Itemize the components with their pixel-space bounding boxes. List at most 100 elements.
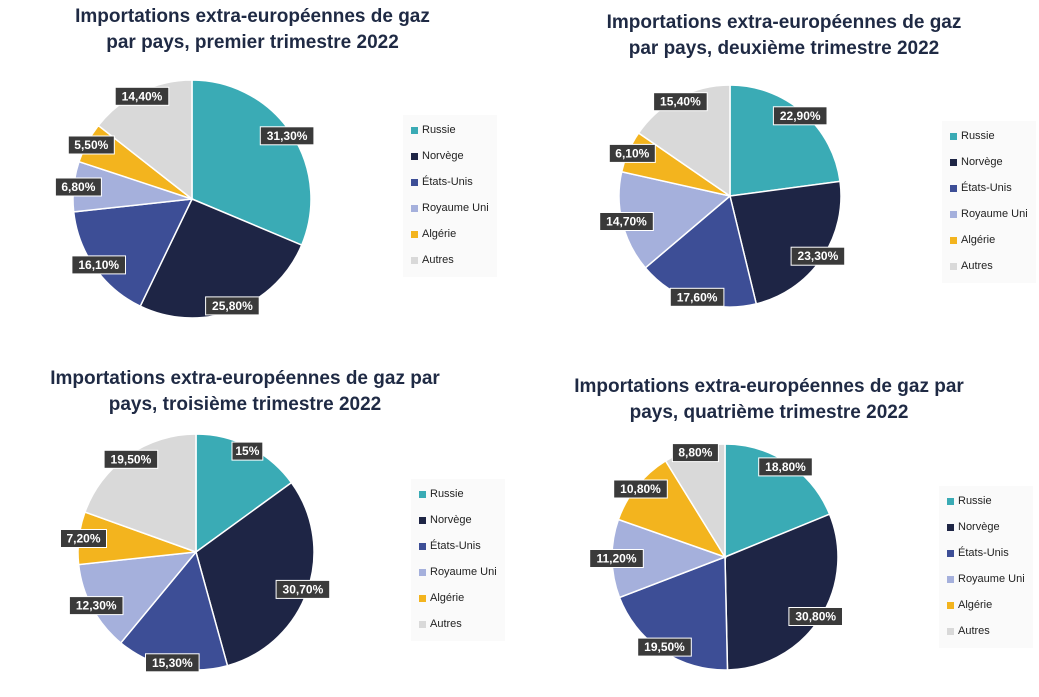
data-label-text: 15,30% <box>152 656 193 670</box>
data-label-algerie: 10,80% <box>613 479 668 499</box>
data-label-text: 6,80% <box>61 180 95 194</box>
legend: Russie Norvège États-Unis Royaume Uni Algéri… <box>411 479 505 641</box>
legend-item-etats-unis: États-Unis <box>411 169 489 195</box>
legend-label: Norvège <box>958 521 1000 533</box>
data-label-text: 31,30% <box>267 129 308 143</box>
data-label-box <box>613 479 668 499</box>
legend-swatch <box>950 132 957 140</box>
data-label-etats-unis: 15,30% <box>145 653 200 673</box>
data-label-box <box>758 457 813 477</box>
legend-swatch <box>950 236 957 244</box>
legend-label: Russie <box>422 124 456 136</box>
data-label-russie: 31,30% <box>259 126 315 146</box>
data-label-text: 22,90% <box>780 109 821 123</box>
legend-swatch <box>950 184 957 192</box>
data-label-box <box>589 549 644 568</box>
data-label-box <box>790 246 846 266</box>
legend-swatch <box>411 178 418 186</box>
data-label-norvege: 30,70% <box>275 579 331 599</box>
data-label-royaume-uni: 11,20% <box>589 549 644 568</box>
chart-panel-q1: Importations extra-européennes de gaz pa… <box>0 0 519 348</box>
data-label-text: 15% <box>235 444 259 458</box>
data-label-russie: 22,90% <box>772 106 828 126</box>
data-label-text: 6,10% <box>615 146 649 160</box>
pie-chart: 31,30% 25,80% 16,10% 6,80% 5,50% 14,40% <box>54 79 315 319</box>
legend-item-norvege: Norvège <box>411 143 489 169</box>
data-label-etats-unis: 17,60% <box>669 287 725 307</box>
data-label-text: 17,60% <box>677 290 718 304</box>
data-label-box <box>772 106 828 126</box>
legend-label: Norvège <box>430 514 472 526</box>
data-label-algerie: 6,10% <box>608 143 656 163</box>
legend-label: Royaume Uni <box>961 208 1028 220</box>
data-label-box <box>103 449 159 469</box>
data-label-box <box>231 441 264 461</box>
legend-item-etats-unis: États-Unis <box>419 533 497 559</box>
legend-swatch <box>419 594 426 602</box>
legend-swatch <box>419 490 426 498</box>
data-label-box <box>54 177 102 197</box>
legend-item-royaume-uni: Royaume Uni <box>419 559 497 585</box>
data-label-box <box>637 637 692 657</box>
legend-label: États-Unis <box>958 547 1009 559</box>
legend-item-norvege: Norvège <box>947 514 1025 540</box>
data-label-autres: 15,40% <box>653 92 708 112</box>
pie-chart: 22,90% 23,30% 17,60% 14,70% 6,10% 15,40% <box>599 84 846 308</box>
data-label-royaume-uni: 6,80% <box>54 177 102 197</box>
legend-label: Norvège <box>961 156 1003 168</box>
chart-title: Importations extra-européennes de gaz pa… <box>75 6 430 53</box>
data-label-norvege: 23,30% <box>790 246 846 266</box>
data-label-box <box>60 529 107 548</box>
data-label-algerie: 7,20% <box>60 529 107 548</box>
data-label-royaume-uni: 14,70% <box>599 212 654 231</box>
legend-label: États-Unis <box>430 540 481 552</box>
pie-chart: 18,80% 30,80% 19,50% 11,20% 10,80% 8,80% <box>589 443 843 671</box>
legend-label: Royaume Uni <box>958 573 1025 585</box>
legend-label: Russie <box>430 488 464 500</box>
data-label-autres: 19,50% <box>103 449 159 469</box>
legend-swatch <box>419 568 426 576</box>
legend-swatch <box>411 204 418 212</box>
data-label-text: 7,20% <box>66 532 100 546</box>
legend-item-algerie: Algérie <box>947 592 1025 618</box>
data-label-text: 10,80% <box>620 482 661 496</box>
data-label-box <box>67 135 115 155</box>
legend-label: États-Unis <box>422 176 473 188</box>
legend-label: Russie <box>958 495 992 507</box>
legend-swatch <box>411 256 418 264</box>
legend-swatch <box>411 230 418 238</box>
data-label-text: 19,50% <box>644 640 685 654</box>
data-label-box <box>68 596 124 616</box>
data-label-text: 8,80% <box>678 446 712 460</box>
data-label-text: 19,50% <box>111 452 152 466</box>
legend-swatch <box>419 620 426 628</box>
legend-label: Norvège <box>422 150 464 162</box>
legend-item-russie: Russie <box>950 123 1028 149</box>
data-label-text: 14,70% <box>606 215 647 229</box>
data-label-royaume-uni: 12,30% <box>68 596 124 616</box>
pie-chart: 15% 30,70% 15,30% 12,30% 7,20% 19,50% <box>60 433 331 673</box>
legend-swatch <box>411 152 418 160</box>
data-label-text: 25,80% <box>212 299 253 313</box>
legend-item-autres: Autres <box>411 247 489 273</box>
legend-item-russie: Russie <box>419 481 497 507</box>
legend-swatch <box>947 497 954 505</box>
legend-item-algerie: Algérie <box>950 227 1028 253</box>
chart-title: Importations extra-européennes de gaz pa… <box>606 12 962 59</box>
data-label-box <box>205 296 260 316</box>
chart-title: Importations extra-européennes de gaz pa… <box>574 376 964 423</box>
legend-swatch <box>947 575 954 583</box>
legend-swatch <box>947 549 954 557</box>
legend-item-norvege: Norvège <box>950 149 1028 175</box>
data-label-box <box>671 443 719 463</box>
legend-label: Algérie <box>422 228 457 240</box>
legend-item-etats-unis: États-Unis <box>950 175 1028 201</box>
data-label-algerie: 5,50% <box>67 135 115 155</box>
legend: Russie Norvège États-Unis Royaume Uni Algéri… <box>942 121 1036 283</box>
legend-item-russie: Russie <box>411 117 489 143</box>
legend-swatch <box>947 601 954 609</box>
data-label-norvege: 25,80% <box>205 296 260 316</box>
chart-panel-q4: Importations extra-européennes de gaz pa… <box>520 349 1039 697</box>
legend-item-russie: Russie <box>947 488 1025 514</box>
legend-label: Autres <box>422 254 454 266</box>
